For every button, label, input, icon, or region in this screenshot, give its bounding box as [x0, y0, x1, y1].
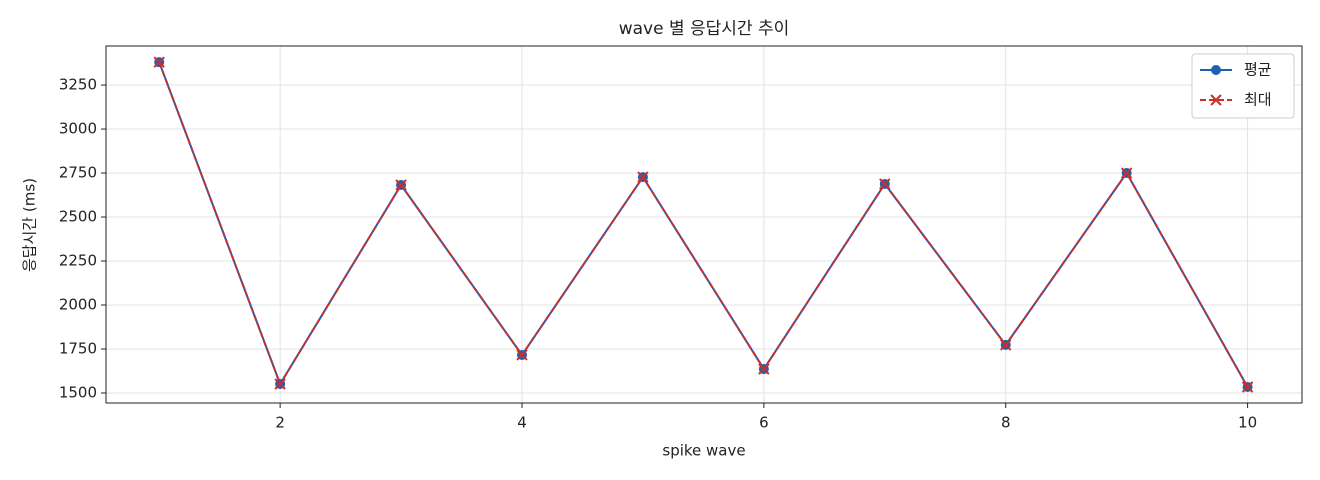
data-point — [879, 178, 891, 190]
y-tick-label: 2250 — [59, 252, 97, 270]
data-point-stroke — [758, 363, 770, 375]
y-tick-label: 3000 — [59, 120, 97, 138]
data-point — [758, 363, 770, 375]
data-point — [1000, 339, 1012, 351]
x-tick-label: 6 — [759, 414, 769, 432]
data-point — [1241, 381, 1254, 393]
chart-title: wave 별 응답시간 추이 — [619, 19, 790, 39]
y-tick-label: 2750 — [59, 164, 97, 182]
y-tick-label: 3250 — [59, 76, 97, 94]
data-point-stroke — [153, 56, 165, 68]
data-point — [274, 378, 286, 390]
x-tick-label: 4 — [517, 414, 527, 432]
x-axis-label: spike wave — [662, 442, 745, 460]
y-tick-label: 2000 — [59, 295, 97, 313]
series-line — [158, 61, 1249, 388]
data-point-stroke — [1241, 381, 1254, 393]
data-point-stroke — [274, 378, 286, 390]
data-point-stroke — [1000, 339, 1012, 351]
data-point — [153, 56, 165, 68]
series-line — [158, 61, 1249, 388]
data-point-stroke — [516, 349, 528, 361]
y-tick-label: 1500 — [59, 383, 97, 401]
data-point — [516, 349, 528, 361]
data-point — [637, 171, 649, 183]
data-point-stroke — [395, 179, 407, 191]
y-tick-label: 2500 — [59, 208, 97, 226]
legend-box — [1191, 53, 1295, 119]
y-axis-label: 응답시간 (ms) — [21, 178, 39, 272]
data-point — [1120, 167, 1133, 179]
x-tick-label: 10 — [1238, 414, 1257, 432]
x-tick-label: 2 — [275, 414, 285, 432]
legend-marker-stroke — [1210, 94, 1222, 106]
data-point-stroke — [637, 171, 649, 183]
legend-label: 평균 — [1244, 61, 1272, 79]
legend-marker — [1211, 65, 1221, 75]
data-point — [395, 179, 407, 191]
legend-marker — [1210, 94, 1222, 106]
x-tick-label: 8 — [1001, 414, 1011, 432]
legend-label: 최대 — [1244, 91, 1272, 109]
data-point-stroke — [1120, 167, 1133, 179]
plot-frame — [105, 45, 1303, 404]
y-tick-label: 1750 — [59, 339, 97, 357]
data-point-stroke — [879, 178, 891, 190]
